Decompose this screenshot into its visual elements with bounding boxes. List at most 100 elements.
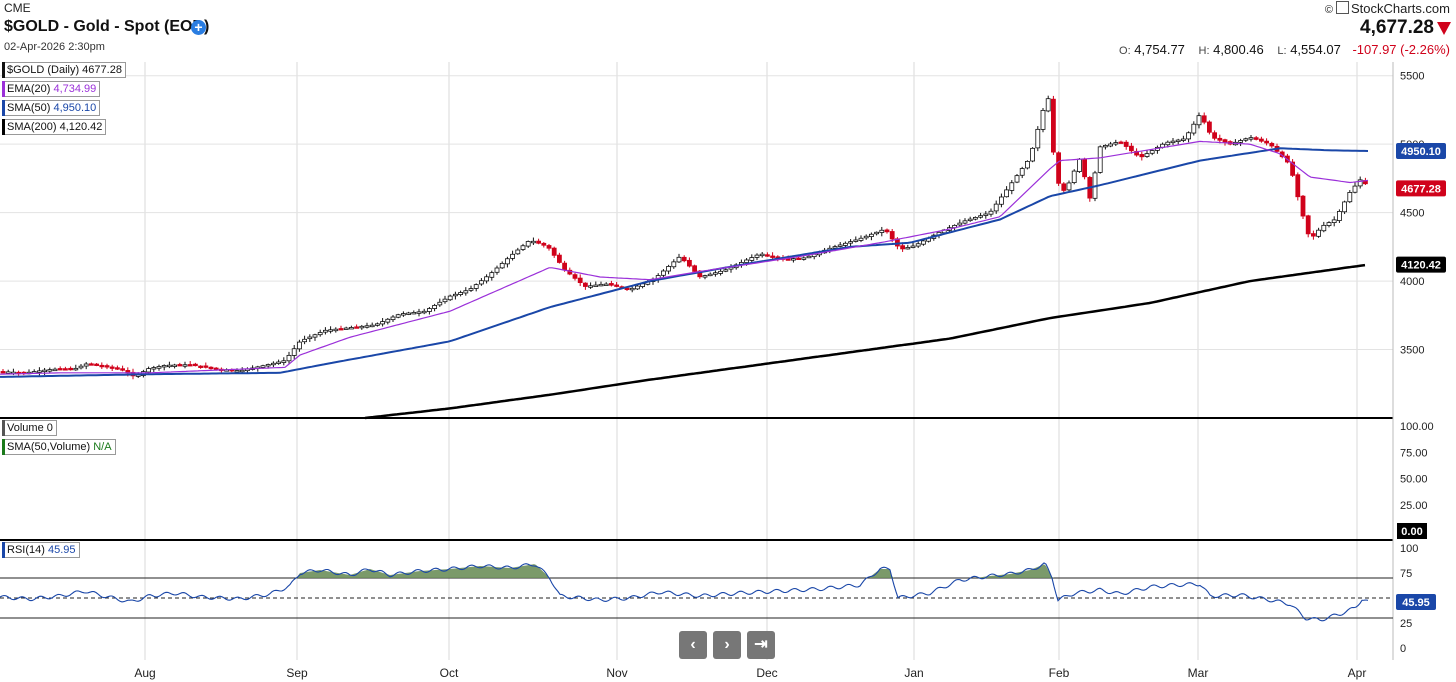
candle xyxy=(1170,140,1176,144)
candle xyxy=(270,362,276,366)
candle xyxy=(718,270,723,274)
candle xyxy=(577,277,583,284)
candle xyxy=(47,369,53,372)
candle xyxy=(1004,189,1009,198)
candle xyxy=(770,255,775,258)
candle xyxy=(983,213,989,216)
candle xyxy=(1326,222,1332,226)
price-tick-label: 4000 xyxy=(1400,276,1424,288)
candle xyxy=(1051,98,1056,153)
candle xyxy=(432,305,438,309)
candle xyxy=(999,196,1004,205)
candle xyxy=(307,336,313,340)
candle xyxy=(322,329,328,333)
candle xyxy=(988,210,994,215)
x-tick-label: Aug xyxy=(134,666,155,680)
candle xyxy=(192,363,198,367)
candle xyxy=(1352,185,1358,193)
x-tick-label: Oct xyxy=(440,666,459,680)
rsi-tick-label: 100 xyxy=(1400,543,1418,555)
candle xyxy=(73,367,79,371)
candle xyxy=(447,295,453,301)
candle xyxy=(1253,137,1259,140)
candle xyxy=(1331,219,1337,224)
candle xyxy=(1342,201,1347,213)
candle xyxy=(78,365,84,369)
candle xyxy=(281,360,287,363)
candle xyxy=(104,365,110,368)
candle xyxy=(1061,183,1067,191)
candle xyxy=(478,280,484,285)
open-value: 4,754.77 xyxy=(1134,42,1185,57)
candle xyxy=(473,284,479,289)
plus-icon[interactable]: + xyxy=(191,20,206,35)
candle xyxy=(1118,141,1124,144)
candle xyxy=(504,258,510,265)
candle xyxy=(1295,174,1301,198)
candle xyxy=(1321,224,1327,232)
candle xyxy=(234,370,240,373)
chart-title: $GOLD - Gold - Spot (EOD) xyxy=(4,18,210,35)
candle xyxy=(624,287,630,291)
candle xyxy=(973,217,978,220)
candle xyxy=(276,361,282,364)
candle xyxy=(681,256,687,262)
candle xyxy=(1014,175,1020,183)
candle xyxy=(468,288,474,291)
candle xyxy=(837,244,843,247)
candle xyxy=(1264,140,1269,144)
candle xyxy=(874,231,879,235)
candle xyxy=(172,364,178,367)
legend-rsi: RSI(14) 45.95 xyxy=(2,542,80,558)
candle xyxy=(37,370,42,373)
candle xyxy=(296,341,302,350)
candle xyxy=(879,229,885,233)
candle xyxy=(400,313,406,316)
candle xyxy=(99,364,105,368)
candle xyxy=(177,364,183,367)
candle xyxy=(151,367,157,370)
legend-volume: Volume 0 xyxy=(2,420,57,436)
candle xyxy=(1165,141,1171,146)
candle xyxy=(364,325,370,328)
candle xyxy=(723,269,729,272)
prev-button[interactable]: ‹ xyxy=(679,631,707,659)
candle xyxy=(1186,132,1191,140)
chart-datetime: 02-Apr-2026 2:30pm xyxy=(4,41,105,53)
legend-sma50-label: SMA(50) xyxy=(7,102,51,114)
candle xyxy=(182,364,188,367)
ema20-line xyxy=(0,140,1369,375)
candle xyxy=(744,259,749,263)
candle xyxy=(1207,121,1212,133)
candle xyxy=(785,258,791,261)
sma200-line xyxy=(364,263,1366,420)
candle xyxy=(1305,215,1311,235)
candle xyxy=(536,240,541,244)
candle xyxy=(1040,109,1046,130)
chevron-right-icon: › xyxy=(724,636,730,653)
rsi-last-box xyxy=(1396,594,1436,611)
next-button[interactable]: › xyxy=(713,631,741,659)
candle xyxy=(328,329,334,332)
candle xyxy=(583,282,588,287)
candle xyxy=(1290,161,1295,176)
candle xyxy=(967,218,973,222)
candle xyxy=(702,275,708,278)
candle xyxy=(1123,141,1129,147)
end-button[interactable]: ⇥ xyxy=(747,631,775,659)
price-tick-label: 3500 xyxy=(1400,345,1424,357)
candle xyxy=(962,220,968,224)
candle xyxy=(348,327,354,330)
legend-volume-text: Volume 0 xyxy=(7,422,53,434)
candle xyxy=(426,308,432,312)
rsi-overbought-fill xyxy=(298,564,1054,578)
candle xyxy=(843,242,848,246)
last-value-box xyxy=(1396,180,1446,197)
candle xyxy=(562,262,567,270)
candle xyxy=(957,222,963,226)
legend-sma200: SMA(200) 4,120.42 xyxy=(2,119,107,135)
candle xyxy=(978,215,983,218)
last-price: 4,677.28 xyxy=(1360,17,1434,38)
candle xyxy=(1045,98,1051,112)
